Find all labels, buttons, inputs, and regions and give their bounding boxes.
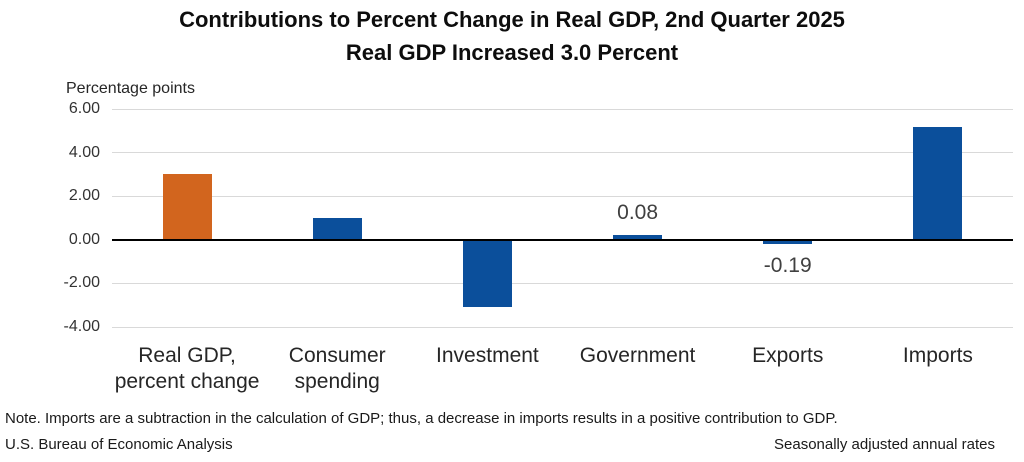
x-axis-label-line: Investment (436, 344, 539, 367)
source-text: U.S. Bureau of Economic Analysis (5, 436, 233, 453)
gridline--2.00 (112, 282, 1013, 284)
x-axis-label-line: Consumer (288, 344, 386, 367)
bar-exports (763, 239, 813, 245)
x-axis-label-government: Government (548, 343, 728, 369)
y-axis-title: Percentage points (66, 80, 195, 97)
chart-subtitle: Real GDP Increased 3.0 Percent (345, 40, 679, 65)
y-axis-tick-label: -4.00 (63, 318, 100, 335)
y-axis-tick-label: -2.00 (63, 274, 100, 292)
y-axis-tick-label: 6.00 (68, 100, 100, 117)
x-axis-label-real-gdp-percent-change: Real GDP, percent change (97, 343, 277, 395)
bar-consumer-spending (312, 218, 362, 240)
bar-real-gdp-percent-change (162, 174, 212, 240)
gridline-2.00 (112, 195, 1013, 197)
data-label-government: 0.08 (617, 201, 659, 225)
x-axis-label-line: Real GDP, (138, 344, 236, 367)
bar-government (613, 235, 663, 240)
x-axis-label-line: Exports (752, 344, 824, 367)
gridline-6.00 (112, 108, 1013, 110)
bar-investment (462, 239, 512, 308)
y-axis-tick-label: 2.00 (68, 187, 100, 205)
chart-note: Note. Imports are a subtraction in the c… (5, 410, 838, 427)
chart-title: Contributions to Percent Change in Real … (179, 7, 845, 32)
x-axis-label-line: Government (579, 344, 696, 367)
data-label-exports: -0.19 (763, 254, 812, 278)
bar-imports (913, 126, 963, 240)
gridline-4.00 (112, 152, 1013, 154)
rates-text: Seasonally adjusted annual rates (774, 436, 995, 453)
y-axis-tick-label: 0.00 (68, 230, 100, 248)
x-axis-label-line: spending (294, 370, 380, 393)
x-axis-label-exports: Exports (698, 343, 878, 369)
y-axis-tick-label: 4.00 (68, 143, 100, 161)
x-axis-label-imports: Imports (848, 343, 1024, 369)
gridline--4.00 (112, 326, 1013, 328)
x-axis-label-line: Imports (902, 344, 973, 367)
zero-axis-line (112, 238, 1013, 241)
x-axis-label-consumer-spending: Consumer spending (247, 343, 427, 395)
chart-header: Contributions to Percent Change in Real … (0, 3, 1024, 69)
x-axis-label-investment: Investment (397, 343, 577, 369)
x-axis-label-line: percent change (114, 370, 260, 393)
